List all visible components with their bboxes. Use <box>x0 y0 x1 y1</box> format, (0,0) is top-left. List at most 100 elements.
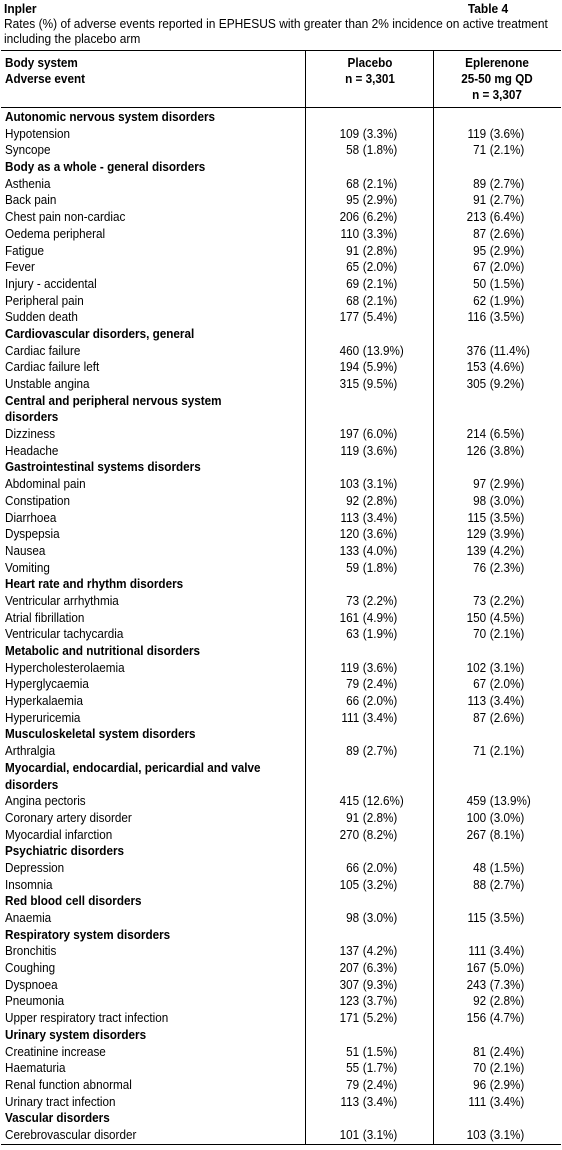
eplerenone-count: 91 <box>473 192 487 208</box>
table-row: Back pain 95 (2.9%) 91 (2.7%) <box>1 192 561 209</box>
placebo-count: 460 <box>339 342 360 358</box>
table-row: Injury - accidental 69 (2.1%) 50 (1.5%) <box>1 276 561 293</box>
eplerenone-percent: (4.2%) <box>489 542 525 558</box>
table-row: Cerebrovascular disorder 101 (3.1%) 103 (3.1… <box>1 1127 561 1144</box>
eplerenone-cell: 267 (8.1%) <box>439 827 554 844</box>
eplerenone-percent: (6.4%) <box>489 209 525 225</box>
placebo-percent: (9.5%) <box>362 376 398 391</box>
eplerenone-cell: 100 (3.0%) <box>439 810 554 827</box>
placebo-count: 109 <box>339 125 360 141</box>
placebo-percent: (3.3%) <box>362 125 398 141</box>
eplerenone-count: 81 <box>473 1043 487 1059</box>
placebo-count: 171 <box>339 1010 360 1026</box>
placebo-count: 68 <box>346 292 360 308</box>
event-name: Dyspnoea <box>5 976 58 992</box>
category-row: Central and peripheral nervous system di… <box>1 393 561 426</box>
eplerenone-percent: (1.9%) <box>489 292 525 308</box>
eplerenone-count: 214 <box>466 426 487 442</box>
event-name: Dyspepsia <box>5 526 60 542</box>
placebo-cell: 161 (4.9%) <box>312 610 429 627</box>
eplerenone-count: 213 <box>466 209 487 225</box>
placebo-cell: 307 (9.3%) <box>312 977 429 994</box>
placebo-cell: 270 (8.2%) <box>312 827 429 844</box>
body-system-name: Autonomic nervous system disorders <box>5 109 216 124</box>
eplerenone-cell: 214 (6.5%) <box>439 426 554 443</box>
eplerenone-percent: (8.1%) <box>489 826 525 842</box>
eplerenone-cell: 76 (2.3%) <box>439 560 554 577</box>
table-row: Urinary tract infection 113 (3.4%) 111 (3.4%… <box>1 1094 561 1111</box>
category-row: Body as a whole - general disorders <box>1 159 561 176</box>
eplerenone-count: 48 <box>473 859 487 875</box>
eplerenone-cell: 67 (2.0%) <box>439 259 554 276</box>
placebo-percent: (2.1%) <box>362 292 398 308</box>
placebo-count: 105 <box>339 876 360 892</box>
header-body-system: Body system Adverse event <box>5 55 85 87</box>
eplerenone-cell: 87 (2.6%) <box>439 226 554 243</box>
placebo-count: 73 <box>346 592 360 608</box>
placebo-cell: 171 (5.2%) <box>312 1010 429 1027</box>
eplerenone-cell: 305 (9.2%) <box>439 376 554 393</box>
placebo-cell: 66 (2.0%) <box>312 693 429 710</box>
body-system-name: Metabolic and nutritional disorders <box>5 643 201 659</box>
placebo-count: 206 <box>339 209 360 225</box>
placebo-count: 66 <box>346 693 360 709</box>
header-label: Adverse event <box>5 71 86 86</box>
eplerenone-cell: 48 (1.5%) <box>439 860 554 877</box>
placebo-count: 119 <box>340 442 360 458</box>
placebo-cell: 109 (3.3%) <box>312 126 429 143</box>
event-name: Ventricular arrhythmia <box>5 592 119 608</box>
eplerenone-percent: (2.9%) <box>489 476 525 492</box>
table-row: Constipation 92 (2.8%) 98 (3.0%) <box>1 493 561 510</box>
placebo-cell: 101 (3.1%) <box>312 1127 429 1144</box>
eplerenone-cell: 167 (5.0%) <box>439 960 554 977</box>
eplerenone-percent: (3.1%) <box>489 1126 525 1142</box>
eplerenone-cell: 139 (4.2%) <box>439 543 554 560</box>
eplerenone-cell: 116 (3.5%) <box>439 309 554 326</box>
eplerenone-count: 116 <box>467 309 487 325</box>
eplerenone-count: 100 <box>466 809 487 825</box>
placebo-count: 415 <box>339 793 360 809</box>
placebo-cell: 111 (3.4%) <box>312 710 429 727</box>
eplerenone-percent: (2.2%) <box>489 592 525 608</box>
eplerenone-count: 267 <box>466 826 487 842</box>
eplerenone-percent: (2.3%) <box>489 559 525 575</box>
placebo-percent: (2.1%) <box>362 275 398 291</box>
placebo-percent: (2.4%) <box>362 676 398 692</box>
eplerenone-count: 103 <box>466 1126 487 1142</box>
eplerenone-percent: (3.0%) <box>489 492 525 508</box>
body-system-name: Psychiatric disorders <box>5 843 125 859</box>
placebo-percent: (2.0%) <box>362 259 398 275</box>
eplerenone-cell: 115 (3.5%) <box>439 510 554 527</box>
category-row: Urinary system disorders <box>1 1027 561 1044</box>
eplerenone-cell: 73 (2.2%) <box>439 593 554 610</box>
header-label: 25-50 mg QD <box>461 71 533 86</box>
placebo-cell: 207 (6.3%) <box>312 960 429 977</box>
event-name: Bronchitis <box>5 943 57 959</box>
eplerenone-percent: (3.1%) <box>489 659 525 675</box>
placebo-cell: 68 (2.1%) <box>312 176 429 193</box>
eplerenone-percent: (2.7%) <box>489 876 525 892</box>
placebo-percent: (9.3%) <box>362 976 398 992</box>
body-system-name: Gastrointestinal systems disorders <box>5 459 201 475</box>
eplerenone-cell: 96 (2.9%) <box>439 1077 554 1094</box>
placebo-cell: 120 (3.6%) <box>312 526 429 543</box>
placebo-percent: (1.8%) <box>362 142 398 158</box>
event-name: Coronary artery disorder <box>5 809 132 825</box>
eplerenone-cell: 88 (2.7%) <box>439 877 554 894</box>
event-name: Creatinine increase <box>5 1043 106 1059</box>
event-name: Upper respiratory tract infection <box>5 1010 169 1026</box>
eplerenone-count: 156 <box>466 1010 487 1026</box>
table-row: Upper respiratory tract infection 171 (5.2… <box>1 1010 561 1027</box>
placebo-cell: 55 (1.7%) <box>312 1060 429 1077</box>
table-row: Ventricular arrhythmia 73 (2.2%) 73 (2.2%) <box>1 593 561 610</box>
placebo-cell: 51 (1.5%) <box>312 1044 429 1061</box>
table-row: Dyspnoea 307 (9.3%) 243 (7.3%) <box>1 977 561 994</box>
event-name: Unstable angina <box>5 376 90 391</box>
table-row: Peripheral pain 68 (2.1%) 62 (1.9%) <box>1 293 561 310</box>
placebo-cell: 91 (2.8%) <box>312 243 429 260</box>
table-label: Table 4 <box>467 1 509 16</box>
placebo-count: 58 <box>346 142 360 158</box>
table-row: Arthralgia 89 (2.7%) 71 (2.1%) <box>1 743 561 760</box>
placebo-count: 120 <box>339 526 360 542</box>
placebo-percent: (3.6%) <box>362 526 398 542</box>
